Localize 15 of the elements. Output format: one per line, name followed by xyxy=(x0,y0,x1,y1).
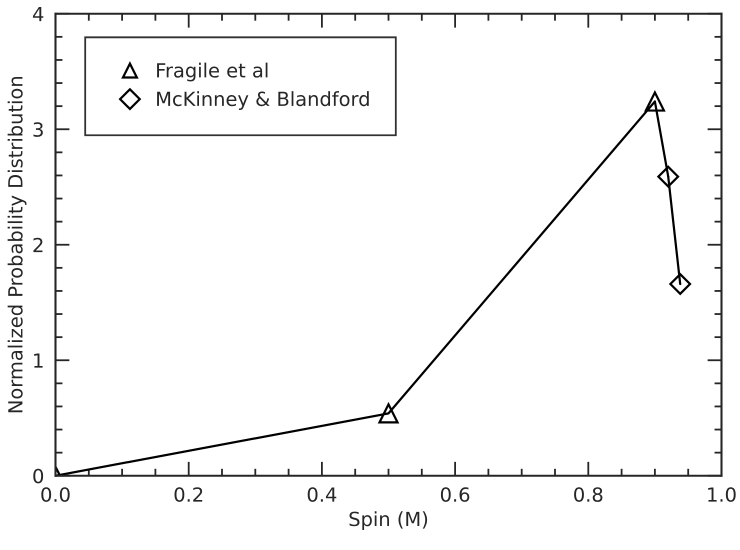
x-tick-label: 0.8 xyxy=(574,487,602,502)
y-tick-label: 3 xyxy=(34,122,43,137)
y-tick-label: 2 xyxy=(33,238,42,252)
x-axis-title: Spin (M) xyxy=(350,511,428,530)
y-tick-label: 1 xyxy=(34,353,43,368)
x-tick-label: 0.4 xyxy=(308,487,336,502)
y-axis-title: Normalized Probability Distribution xyxy=(8,76,26,412)
legend-label: Fragile et al xyxy=(157,62,268,82)
y-tick-label: 4 xyxy=(32,6,44,22)
y-tick-label: 0 xyxy=(33,468,44,484)
x-tick-label: 0.2 xyxy=(174,487,202,502)
legend-label: McKinney & Blandford xyxy=(157,91,369,110)
x-tick-label: 1.0 xyxy=(708,487,736,502)
x-tick-label: 0.0 xyxy=(41,487,70,502)
x-tick-label: 0.6 xyxy=(440,487,470,502)
